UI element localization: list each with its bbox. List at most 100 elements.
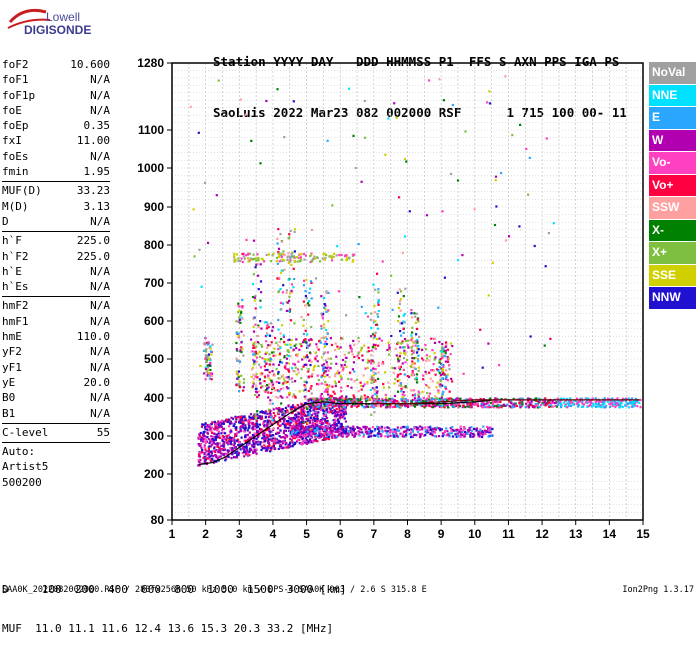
echo-dot	[460, 400, 463, 403]
echo-dot	[329, 337, 332, 340]
echo-dot	[512, 397, 515, 400]
echo-dot	[612, 400, 616, 403]
echo-dot	[303, 279, 306, 282]
y-tick-label: 600	[144, 314, 164, 328]
echo-dot	[260, 386, 263, 389]
echo-dot	[396, 375, 399, 378]
echo-dot	[237, 336, 240, 339]
echo-dot	[422, 359, 425, 362]
echo-dot	[297, 438, 300, 442]
echo-dot	[295, 338, 298, 341]
echo-dot	[278, 424, 281, 428]
echo-dot	[292, 348, 295, 351]
echo-dot	[411, 428, 414, 431]
echo-dot	[391, 432, 395, 435]
echo-dot	[230, 436, 233, 439]
echo-dot	[240, 374, 243, 377]
echo-dot	[422, 434, 426, 437]
echo-dot	[365, 426, 368, 429]
echo-dot	[414, 356, 417, 359]
echo-dot	[295, 413, 298, 416]
echo-dot	[301, 413, 305, 416]
echo-dot	[283, 414, 286, 417]
echo-dot	[235, 370, 238, 373]
echo-dot	[213, 439, 216, 442]
echo-dot	[280, 269, 283, 272]
echo-dot	[238, 421, 241, 424]
echo-dot	[291, 395, 294, 398]
echo-dot	[277, 255, 281, 258]
echo-dot	[270, 416, 273, 419]
echo-dot	[301, 410, 305, 413]
echo-dot	[280, 259, 283, 262]
param-separator	[2, 181, 110, 183]
param-row: 500200	[2, 475, 110, 490]
echo-dot	[490, 405, 493, 408]
echo-dot	[243, 428, 247, 431]
echo-dot	[357, 430, 360, 433]
echo-dot	[204, 448, 207, 451]
echo-dot	[208, 455, 211, 458]
echo-dot	[272, 386, 275, 390]
echo-dot	[294, 406, 297, 409]
echo-dot	[344, 432, 348, 435]
echo-dot	[296, 440, 299, 443]
echo-dot	[322, 406, 325, 410]
echo-dot	[388, 406, 391, 409]
echo-dot	[569, 400, 572, 403]
echo-dot	[268, 433, 271, 436]
echo-dot	[370, 413, 373, 416]
param-value: N/A	[90, 103, 110, 117]
echo-dot	[353, 253, 356, 256]
echo-dot	[313, 404, 316, 407]
echo-dot	[296, 353, 299, 356]
echo-dot	[282, 250, 285, 253]
echo-dot	[468, 428, 471, 432]
echo-dot	[299, 256, 302, 259]
echo-dot	[596, 405, 599, 408]
echo-dot	[398, 366, 401, 370]
echo-dot	[414, 315, 417, 318]
echo-dot	[379, 405, 382, 408]
echo-dot	[288, 299, 291, 302]
echo-dot	[455, 435, 458, 438]
echo-dot	[431, 369, 434, 372]
echo-dot	[276, 421, 280, 424]
echo-dot	[271, 387, 274, 391]
echo-dot	[287, 419, 290, 423]
echo-dot	[451, 426, 454, 429]
echo-dot	[240, 351, 243, 354]
echo-dot	[295, 256, 299, 259]
echo-dot	[445, 374, 448, 378]
echo-dot	[624, 400, 628, 403]
echo-dot	[233, 423, 236, 426]
param-row: hmF2 N/A	[2, 298, 110, 313]
echo-dot	[245, 446, 248, 449]
echo-dot	[352, 394, 355, 397]
echo-dot	[493, 223, 497, 227]
echo-dot	[376, 327, 380, 330]
echo-dot	[331, 259, 334, 262]
echo-dot	[310, 401, 313, 404]
echo-dot	[265, 446, 268, 449]
echo-dot	[589, 400, 592, 403]
echo-dot	[331, 398, 334, 401]
echo-dot	[267, 326, 270, 329]
echo-dot	[248, 431, 251, 434]
echo-dot	[374, 372, 377, 375]
echo-dot	[371, 346, 374, 349]
echo-dot	[235, 348, 238, 351]
echo-dot	[245, 449, 248, 452]
echo-dot	[606, 400, 609, 403]
echo-dot	[527, 404, 530, 407]
echo-dot	[283, 254, 286, 257]
echo-dot	[263, 447, 266, 450]
echo-dot	[455, 428, 458, 431]
echo-dot	[529, 402, 532, 405]
echo-dot	[206, 453, 209, 456]
echo-dot	[316, 360, 319, 363]
echo-dot	[320, 336, 323, 339]
echo-dot	[375, 323, 378, 326]
echo-dot	[419, 435, 422, 438]
echo-dot	[212, 450, 215, 453]
